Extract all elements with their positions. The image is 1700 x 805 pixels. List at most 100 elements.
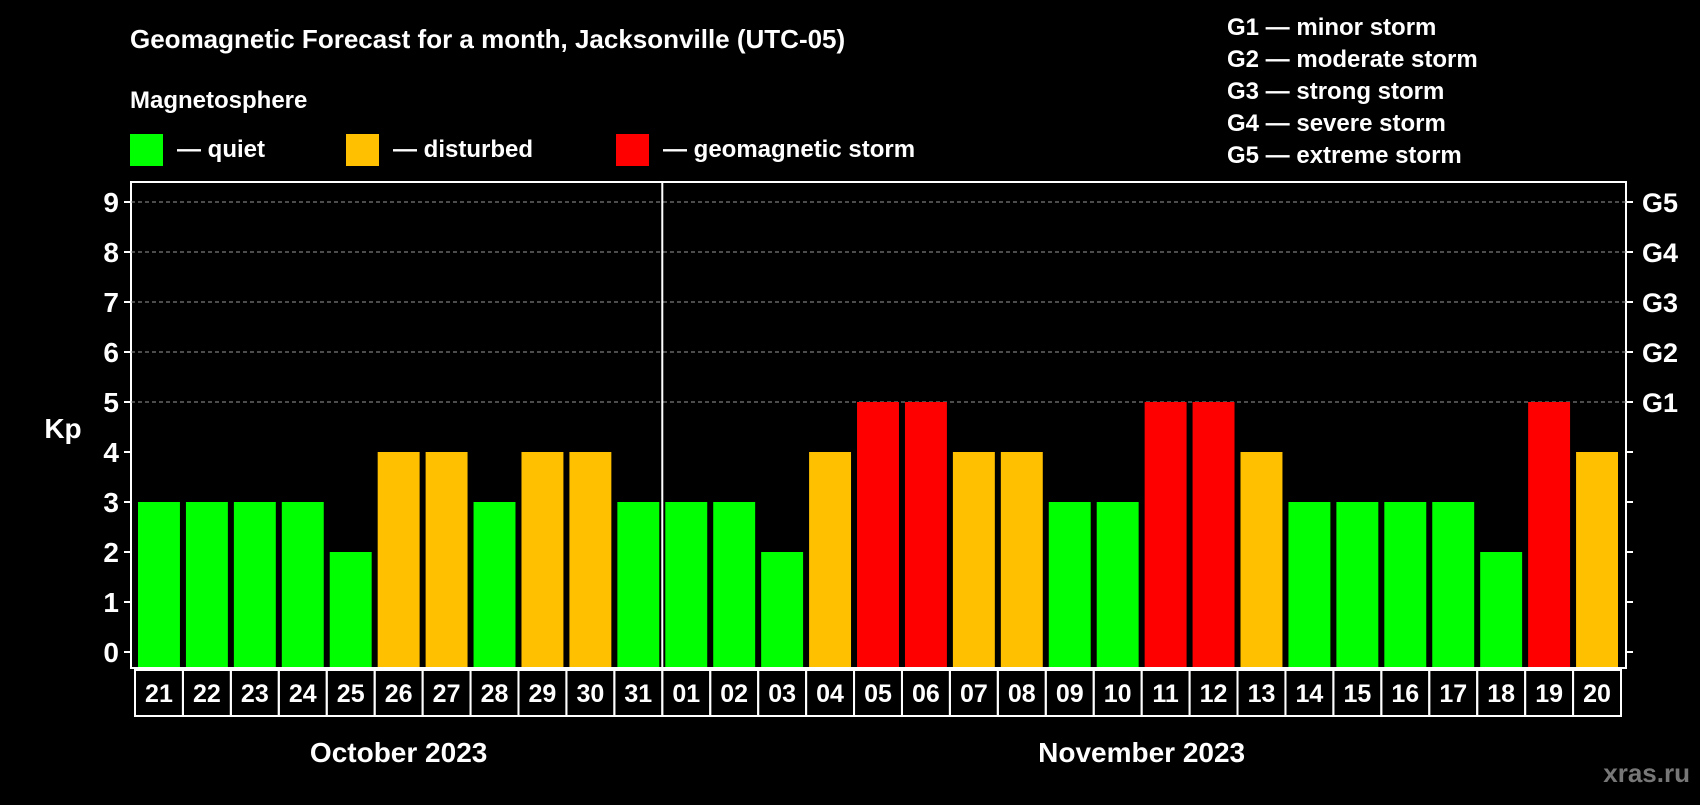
bar xyxy=(569,452,612,667)
y-tick-label: 2 xyxy=(103,537,119,568)
day-label: 17 xyxy=(1439,680,1467,708)
day-label: 27 xyxy=(433,680,461,708)
day-label: 02 xyxy=(720,680,748,708)
bar xyxy=(1528,402,1571,667)
bar xyxy=(1480,552,1523,667)
day-label: 29 xyxy=(529,680,557,708)
bar xyxy=(761,552,804,667)
day-label: 11 xyxy=(1152,680,1179,708)
month-label: October 2023 xyxy=(310,737,487,768)
bar xyxy=(1096,502,1139,667)
bar xyxy=(665,502,708,667)
right-tick-label: G5 xyxy=(1642,188,1678,218)
storm-scale-item: G5 — extreme storm xyxy=(1227,142,1462,169)
bar xyxy=(1432,502,1475,667)
y-tick-label: 3 xyxy=(103,487,119,518)
bar xyxy=(329,552,372,667)
legend: — quiet — disturbed — geomagnetic storm xyxy=(130,134,915,166)
day-label: 31 xyxy=(624,680,652,708)
day-label: 12 xyxy=(1200,680,1228,708)
legend-label: — quiet xyxy=(177,136,265,163)
legend-title: Magnetosphere xyxy=(130,87,307,114)
bar xyxy=(425,452,468,667)
day-label: 26 xyxy=(385,680,413,708)
bar xyxy=(904,402,947,667)
plot-frame xyxy=(130,181,1627,669)
y-tick-label: 0 xyxy=(103,637,119,668)
day-label: 18 xyxy=(1487,680,1515,708)
day-label: 06 xyxy=(912,680,940,708)
day-label: 08 xyxy=(1008,680,1036,708)
legend-label: — disturbed xyxy=(393,136,533,163)
right-tick-label: G1 xyxy=(1642,388,1678,418)
month-label: November 2023 xyxy=(1038,737,1245,768)
bar xyxy=(1000,452,1043,667)
day-label: 14 xyxy=(1296,680,1324,708)
day-label: 04 xyxy=(816,680,844,708)
day-label: 16 xyxy=(1391,680,1419,708)
day-label: 25 xyxy=(337,680,365,708)
bar xyxy=(1336,502,1379,667)
y-tick-label: 9 xyxy=(103,187,119,218)
day-label: 01 xyxy=(672,680,700,708)
bar xyxy=(138,502,180,667)
day-label: 28 xyxy=(481,680,509,708)
day-label: 23 xyxy=(241,680,269,708)
bar xyxy=(1288,502,1331,667)
legend-swatch xyxy=(346,134,379,166)
day-label: 21 xyxy=(145,680,173,708)
y-tick-label: 7 xyxy=(103,287,119,318)
day-label: 30 xyxy=(576,680,604,708)
bar xyxy=(809,452,852,667)
storm-scale-legend: G1 — minor storm G2 — moderate storm G3 — … xyxy=(1227,14,1478,169)
y-tick-label: 4 xyxy=(103,437,119,468)
y-tick-label: 6 xyxy=(103,337,119,368)
bar xyxy=(377,452,420,667)
legend-swatch xyxy=(130,134,163,166)
day-label: 03 xyxy=(768,680,796,708)
storm-scale-item: G2 — moderate storm xyxy=(1227,46,1478,73)
bar xyxy=(521,452,564,667)
day-label: 05 xyxy=(864,680,892,708)
bar xyxy=(473,502,516,667)
bar xyxy=(1576,452,1618,667)
right-tick-label: G3 xyxy=(1642,288,1678,318)
legend-label: — geomagnetic storm xyxy=(663,136,915,163)
storm-scale-item: G1 — minor storm xyxy=(1227,14,1436,41)
bar xyxy=(1144,402,1187,667)
bar xyxy=(281,502,324,667)
day-label: 24 xyxy=(289,680,317,708)
watermark: xras.ru xyxy=(1603,758,1690,788)
bar xyxy=(617,502,660,667)
bar xyxy=(713,502,756,667)
day-label: 10 xyxy=(1104,680,1132,708)
y-tick-label: 5 xyxy=(103,387,119,418)
bar xyxy=(1048,502,1091,667)
day-label: 22 xyxy=(193,680,221,708)
bar xyxy=(185,502,228,667)
bar xyxy=(1384,502,1427,667)
y-tick-label: 1 xyxy=(103,587,119,618)
bar xyxy=(1240,452,1283,667)
bar xyxy=(857,402,899,667)
right-tick-label: G2 xyxy=(1642,338,1678,368)
day-label: 20 xyxy=(1583,680,1611,708)
day-label: 09 xyxy=(1056,680,1084,708)
y-tick-label: 8 xyxy=(103,237,119,268)
day-label: 07 xyxy=(960,680,988,708)
legend-swatch xyxy=(616,134,649,166)
bar xyxy=(233,502,276,667)
day-label: 13 xyxy=(1248,680,1276,708)
chart-title: Geomagnetic Forecast for a month, Jackso… xyxy=(130,24,845,54)
storm-scale-item: G3 — strong storm xyxy=(1227,78,1444,105)
day-cell xyxy=(1572,669,1623,717)
bar xyxy=(952,452,995,667)
bar xyxy=(1192,402,1235,667)
day-label: 19 xyxy=(1535,680,1563,708)
y-axis-label: Kp xyxy=(44,413,81,444)
right-tick-label: G4 xyxy=(1642,238,1678,268)
storm-scale-item: G4 — severe storm xyxy=(1227,110,1446,137)
day-label: 15 xyxy=(1343,680,1371,708)
